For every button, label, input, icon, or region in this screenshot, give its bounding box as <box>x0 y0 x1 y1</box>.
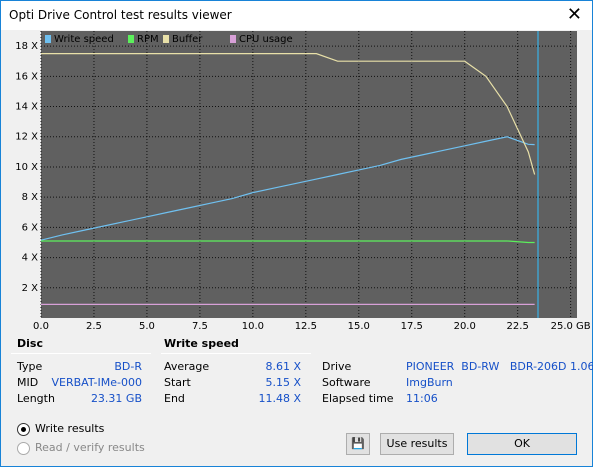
legend-label: Buffer <box>172 34 203 45</box>
legend-swatch <box>45 35 51 43</box>
y-tick-label: 14 X <box>15 102 38 113</box>
field-label: Average <box>164 360 210 373</box>
legend-swatch <box>163 35 169 43</box>
close-button[interactable]: ✕ <box>566 4 582 25</box>
field-value: 8.61 X <box>265 360 301 373</box>
x-tick-label: 7.5 <box>192 321 208 330</box>
y-tick-label: 10 X <box>15 162 38 173</box>
field-value: ImgBurn <box>406 376 453 389</box>
series-line <box>41 53 536 175</box>
legend-label: CPU usage <box>239 34 293 45</box>
separator <box>11 353 151 354</box>
separator <box>161 353 311 354</box>
field-label: MID <box>17 376 39 389</box>
x-tick-label: 25.0 GB <box>551 321 591 330</box>
y-tick-label: 8 X <box>22 192 39 203</box>
x-tick-label: 17.5 <box>401 321 423 330</box>
y-tick-label: 18 X <box>15 41 38 52</box>
y-tick-label: 16 X <box>15 71 38 82</box>
title-bar: Opti Drive Control test results viewer ✕ <box>1 1 592 30</box>
x-tick-label: 20.0 <box>454 321 476 330</box>
field-label: Software <box>322 376 371 389</box>
x-tick-label: 22.5 <box>507 321 529 330</box>
legend-label: RPM <box>137 34 159 45</box>
y-tick-label: 2 X <box>22 283 39 294</box>
x-tick-label: 12.5 <box>295 321 317 330</box>
plot-area <box>41 31 577 318</box>
save-button[interactable]: 💾 <box>346 433 370 455</box>
ok-button[interactable]: OK <box>467 433 577 455</box>
radio-read[interactable] <box>17 442 30 455</box>
option-label[interactable]: Read / verify results <box>35 441 145 454</box>
field-label: Start <box>164 376 191 389</box>
legend-swatch <box>128 35 134 43</box>
field-label: Drive <box>322 360 352 373</box>
field-label: End <box>164 392 185 405</box>
x-tick-label: 15.0 <box>348 321 370 330</box>
radio-write[interactable] <box>17 423 30 436</box>
field-value: 23.31 GB <box>90 392 142 405</box>
series-line <box>41 240 535 244</box>
y-tick-label: 12 X <box>15 132 38 143</box>
field-label: Length <box>17 392 55 405</box>
field-label: Type <box>17 360 43 373</box>
y-tick-label: 6 X <box>22 222 39 233</box>
disc-heading: Disc <box>17 337 43 350</box>
legend-swatch <box>230 35 236 43</box>
use-results-button[interactable]: Use results <box>380 433 454 455</box>
field-value: PIONEER BD-RW BDR-206D 1.06 <box>406 360 593 373</box>
field-value: 11:06 <box>406 392 438 405</box>
field-label: Elapsed time <box>322 392 394 405</box>
x-tick-label: 0.0 <box>33 321 49 330</box>
legend-label: Write speed <box>54 34 114 45</box>
series-line <box>40 136 535 241</box>
x-tick-label: 10.0 <box>242 321 264 330</box>
option-label[interactable]: Write results <box>35 422 105 435</box>
write-speed-heading: Write speed <box>164 337 239 350</box>
y-tick-label: 4 X <box>22 253 39 264</box>
chart: 2 X 4 X 6 X 8 X 10 X 12 X 14 X 16 X 18 X 0.0 2.5 5.… <box>15 31 591 330</box>
field-value: VERBAT-IMe-000 <box>51 376 142 389</box>
window-title: Opti Drive Control test results viewer <box>9 8 232 22</box>
x-tick-label: 2.5 <box>86 321 102 330</box>
x-tick-label: 5.0 <box>139 321 155 330</box>
field-value: 11.48 X <box>258 392 301 405</box>
field-value: BD-R <box>114 360 142 373</box>
field-value: 5.15 X <box>265 376 301 389</box>
